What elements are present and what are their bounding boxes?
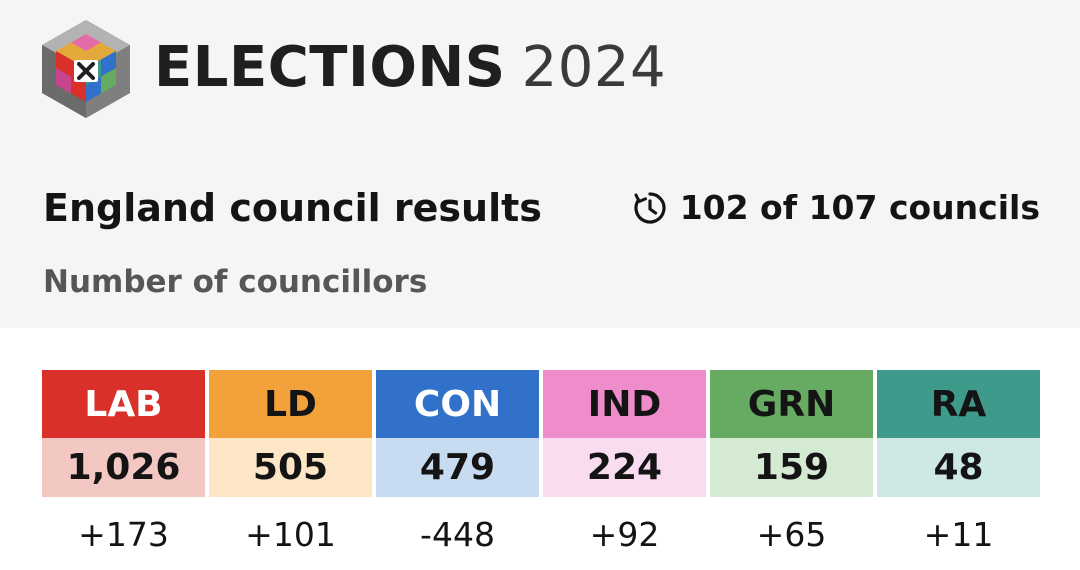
- party-code: LD: [209, 370, 372, 438]
- party-code: LAB: [42, 370, 205, 438]
- clock-refresh-icon: [634, 191, 666, 224]
- party-change: +65: [756, 514, 827, 554]
- party-change: -448: [420, 514, 495, 554]
- party-change: +101: [245, 514, 336, 554]
- party-code: GRN: [710, 370, 873, 438]
- party-card-ra[interactable]: RA 48 +11: [877, 370, 1040, 569]
- party-code: CON: [376, 370, 539, 438]
- brand-year: 2024: [521, 35, 667, 100]
- brand-title: ELECTIONS 2024: [154, 40, 666, 96]
- header-panel: ELECTIONS 2024 England council results 10…: [40, 18, 1040, 300]
- party-seats: 479: [376, 438, 539, 497]
- progress-text: 102 of 107 councils: [679, 188, 1040, 227]
- party-change: +11: [923, 514, 994, 554]
- party-seats: 505: [209, 438, 372, 497]
- subtitle: Number of councillors: [43, 264, 428, 300]
- party-card-ld[interactable]: LD 505 +101: [209, 370, 372, 569]
- progress-status: 102 of 107 councils: [632, 188, 1040, 227]
- party-card-con[interactable]: CON 479 -448: [376, 370, 539, 569]
- party-code: RA: [877, 370, 1040, 438]
- party-seats: 224: [543, 438, 706, 497]
- brand: ELECTIONS 2024: [40, 18, 666, 118]
- party-seats: 159: [710, 438, 873, 497]
- party-card-ind[interactable]: IND 224 +92: [543, 370, 706, 569]
- party-seats: 1,026: [42, 438, 205, 497]
- party-card-grn[interactable]: GRN 159 +65: [710, 370, 873, 569]
- brand-word: ELECTIONS: [154, 35, 506, 100]
- party-change: +173: [78, 514, 169, 554]
- elections-cube-x-icon: [42, 20, 130, 118]
- party-seats: 48: [877, 438, 1040, 497]
- party-change: +92: [589, 514, 660, 554]
- party-results: LAB 1,026 +173 LD 505 +101 CON 479 -448 …: [42, 370, 1040, 569]
- party-code: IND: [543, 370, 706, 438]
- page-title: England council results: [43, 186, 542, 230]
- party-card-lab[interactable]: LAB 1,026 +173: [42, 370, 205, 569]
